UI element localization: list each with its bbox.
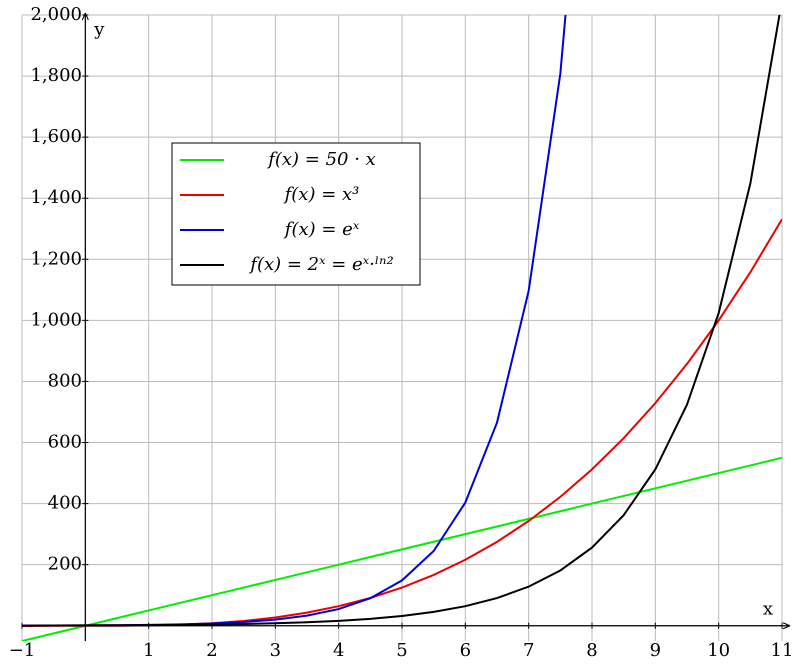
x-tick-label: 8 [586, 640, 597, 661]
grid [21, 14, 783, 641]
legend-label: f(x) = eˣ [283, 219, 360, 240]
x-tick-label: 10 [707, 640, 730, 661]
x-tick-label: 4 [333, 640, 344, 661]
x-tick-label: 9 [650, 640, 661, 661]
x-tick-label: 7 [523, 640, 534, 661]
axes: 200 400 600 800 1,000 1,200 1,400 1,600 1,800 2,0… [9, 4, 794, 661]
y-tick-label: 1,000 [30, 309, 82, 330]
x-tick-label: −1 [9, 640, 36, 661]
y-tick-label: 2,000 [30, 4, 82, 25]
legend-label: f(x) = x³ [283, 184, 360, 205]
x-axis-arrow [782, 622, 791, 630]
x-tick-label: 2 [206, 640, 217, 661]
legend-box [171, 142, 421, 286]
y-tick-label: 200 [48, 554, 82, 575]
series-line [22, 456, 782, 641]
legend-label: f(x) = 2ˣ = eˣ·ˡⁿ² [248, 254, 393, 275]
y-tick-label: 800 [48, 370, 82, 391]
legend: f(x) = 50 · x f(x) = x³ f(x) = eˣ f(x) = 2ˣ… [171, 142, 421, 286]
y-axis-label: y [93, 19, 105, 40]
y-tick-label: 1,200 [30, 248, 82, 269]
y-tick-label: 400 [48, 493, 82, 514]
y-axis-arrow [81, 12, 89, 21]
x-axis-label: x [763, 599, 773, 620]
x-tick-label: 11 [771, 640, 794, 661]
x-tick-label: 1 [143, 640, 154, 661]
y-tick-label: 1,600 [30, 126, 82, 147]
x-tick-label: 6 [460, 640, 471, 661]
y-tick-label: 1,800 [30, 65, 82, 86]
x-tick-label: 5 [396, 640, 407, 661]
y-tick-label: 1,400 [30, 187, 82, 208]
legend-label: f(x) = 50 · x [266, 149, 376, 170]
x-tick-label: 3 [270, 640, 281, 661]
y-tick-label: 600 [48, 432, 82, 453]
